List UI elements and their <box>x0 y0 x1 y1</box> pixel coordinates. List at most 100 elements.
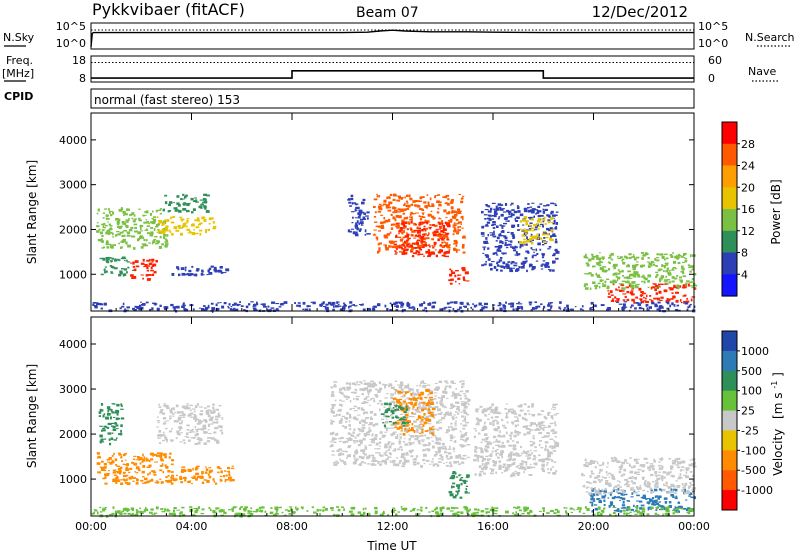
data-cell <box>553 431 558 434</box>
data-cell <box>417 406 421 409</box>
data-cell <box>356 418 359 421</box>
data-cell <box>121 240 125 243</box>
data-cell <box>161 463 164 466</box>
data-cell <box>134 260 138 263</box>
data-cell <box>208 475 212 479</box>
data-cell <box>120 403 122 407</box>
data-cell <box>414 408 418 411</box>
data-cell <box>146 220 149 224</box>
data-cell <box>396 245 400 247</box>
data-cell <box>643 296 645 299</box>
data-cell <box>463 445 466 447</box>
data-cell <box>119 246 123 249</box>
data-cell <box>433 414 437 416</box>
data-cell <box>194 434 198 437</box>
data-cell <box>340 404 343 407</box>
data-cell <box>379 454 384 457</box>
data-cell <box>422 401 426 404</box>
data-cell <box>453 507 455 510</box>
data-cell <box>626 291 630 294</box>
data-cell <box>149 452 154 455</box>
data-cell <box>156 420 161 422</box>
data-cell <box>496 225 499 228</box>
data-cell <box>357 444 361 447</box>
data-cell <box>108 438 111 441</box>
data-cell <box>335 437 337 440</box>
data-cell <box>364 453 367 456</box>
data-cell <box>634 491 638 494</box>
data-cell <box>654 304 658 308</box>
data-cell <box>398 208 402 211</box>
data-cell <box>459 380 461 383</box>
data-cell <box>406 420 410 423</box>
data-cell <box>126 482 131 485</box>
data-cell <box>180 470 184 473</box>
data-cell <box>168 229 171 231</box>
data-cell <box>195 472 200 476</box>
data-cell <box>373 198 378 201</box>
data-cell <box>124 453 127 455</box>
data-cell <box>443 209 447 213</box>
data-cell <box>164 241 169 243</box>
data-cell <box>124 213 128 216</box>
data-cell <box>194 197 197 199</box>
data-cell <box>683 488 686 492</box>
data-cell <box>477 508 480 512</box>
y-tick-label: 3000 <box>59 179 87 192</box>
data-cell <box>594 466 597 469</box>
data-cell <box>588 272 592 275</box>
data-cell <box>660 305 662 307</box>
data-cell <box>192 437 195 439</box>
data-cell <box>161 231 164 234</box>
data-cell <box>116 220 120 224</box>
data-cell <box>502 225 506 227</box>
data-cell <box>615 275 618 278</box>
data-cell <box>331 437 336 441</box>
data-cell <box>496 249 500 252</box>
data-cell <box>163 222 166 225</box>
data-cell <box>398 401 402 404</box>
data-cell <box>683 474 687 476</box>
data-cell <box>118 452 121 455</box>
data-cell <box>260 303 264 305</box>
data-cell <box>459 306 462 309</box>
data-cell <box>633 490 636 493</box>
data-cell <box>98 302 102 306</box>
data-cell <box>435 228 439 230</box>
data-cell <box>503 307 506 310</box>
data-cell <box>183 202 187 204</box>
data-cell <box>462 235 466 238</box>
data-cell <box>213 431 217 434</box>
data-cell <box>195 418 199 421</box>
data-cell <box>621 280 626 282</box>
data-cell <box>522 264 525 266</box>
data-cell <box>353 440 356 442</box>
data-cell <box>157 209 161 211</box>
data-cell <box>342 302 346 304</box>
data-cell <box>248 303 251 306</box>
data-cell <box>436 421 440 424</box>
data-cell <box>506 459 508 462</box>
data-cell <box>347 199 351 201</box>
data-cell <box>512 447 517 451</box>
data-cell <box>178 227 181 229</box>
data-cell <box>387 456 390 458</box>
data-cell <box>555 250 560 254</box>
data-cell <box>648 262 653 266</box>
data-cell <box>347 454 351 458</box>
data-cell <box>453 229 457 233</box>
data-cell <box>663 265 666 267</box>
data-cell <box>423 301 426 304</box>
data-cell <box>666 512 670 516</box>
data-cell <box>689 254 692 258</box>
data-cell <box>125 468 129 471</box>
data-cell <box>526 457 530 460</box>
data-cell <box>497 426 500 429</box>
data-cell <box>495 254 499 256</box>
data-cell <box>368 429 372 432</box>
data-cell <box>385 204 390 207</box>
data-cell <box>495 205 498 209</box>
data-cell <box>141 230 143 232</box>
data-cell <box>233 307 236 309</box>
data-cell <box>201 274 205 276</box>
